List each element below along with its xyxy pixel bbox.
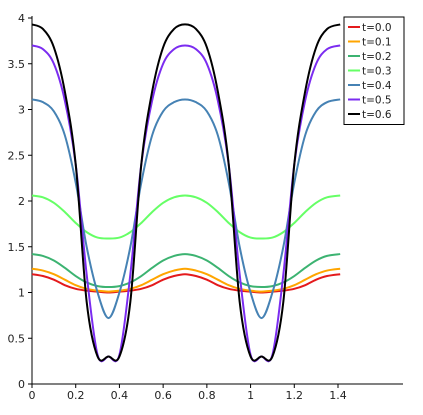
legend-label: t=0.6 xyxy=(362,109,392,121)
y-tick-label: 3 xyxy=(18,104,25,117)
series-lines xyxy=(31,23,341,363)
x-tick-label: 0.6 xyxy=(154,389,172,402)
y-tick-label: 4 xyxy=(18,12,25,25)
legend-label: t=0.5 xyxy=(362,95,392,107)
x-axis: 0 0.2 0.4 0.6 0.8 1 1.2 1.4 xyxy=(29,384,347,402)
series-line-t-0-4 xyxy=(31,98,341,320)
y-tick-label: 1 xyxy=(18,287,25,300)
y-tick-label: 0.5 xyxy=(8,332,26,345)
series-line-t-0-1 xyxy=(31,267,341,293)
series-line-t-0-2 xyxy=(31,253,341,289)
legend-label: t=0.1 xyxy=(362,37,392,49)
x-tick-label: 0.4 xyxy=(111,389,129,402)
legend-label: t=0.3 xyxy=(362,66,392,78)
x-tick-label: 0.2 xyxy=(67,389,85,402)
plot-frame xyxy=(31,16,403,385)
series-line-t-0-6 xyxy=(31,23,341,362)
x-tick-label: 1 xyxy=(247,389,254,402)
x-tick-label: 1.4 xyxy=(329,389,347,402)
x-tick-label: 1.2 xyxy=(286,389,304,402)
legend-label: t=0.4 xyxy=(362,80,392,92)
y-tick-label: 0 xyxy=(18,378,25,391)
y-tick-label: 2.5 xyxy=(8,149,26,162)
y-axis: 0 0.5 1 1.5 2 2.5 3 3.5 4 xyxy=(8,12,32,391)
x-tick-label: 0.8 xyxy=(198,389,216,402)
y-tick-label: 1.5 xyxy=(8,241,26,254)
legend: t=0.0 t=0.1 t=0.2 t=0.3 t=0.4 t=0.5 t=0.6 xyxy=(343,16,405,125)
x-tick-label: 0 xyxy=(29,389,36,402)
y-tick-label: 3.5 xyxy=(8,58,26,71)
legend-label: t=0.0 xyxy=(362,22,392,34)
series-line-t-0-5 xyxy=(31,44,341,363)
series-line-t-0-0 xyxy=(31,273,341,294)
legend-label: t=0.2 xyxy=(362,51,392,63)
y-tick-label: 2 xyxy=(18,195,25,208)
